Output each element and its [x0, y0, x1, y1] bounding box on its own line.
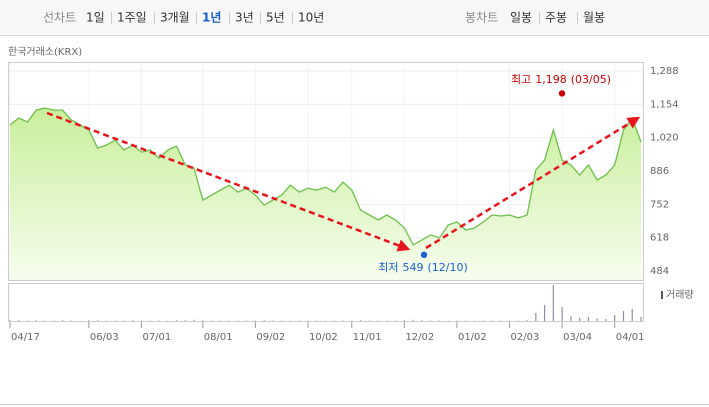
volume-bar [35, 320, 37, 321]
high-label: 최고 [511, 73, 531, 86]
volume-bar [184, 320, 186, 321]
volume-bar [561, 307, 563, 321]
high-date: (03/05) [571, 73, 611, 86]
volume-legend: 거래량 [666, 289, 694, 301]
volume-bar [631, 309, 633, 321]
volume-bar [132, 320, 134, 321]
volume-bar [587, 317, 590, 321]
candle-button[interactable]: 일봉 [510, 11, 532, 25]
volume-bar [605, 319, 607, 321]
candle-button[interactable]: 월봉 [583, 11, 605, 25]
x-tick-label: 11/01 [353, 332, 382, 343]
y-tick-label: 484 [650, 266, 669, 277]
x-tick-label: 08/01 [204, 332, 233, 343]
trend-arrow [425, 116, 641, 250]
price-line [9, 107, 642, 246]
low-label: 최저 549 (12/10) [378, 261, 468, 274]
plot-frame [8, 62, 644, 281]
chart-type-label: 선차트 [43, 11, 76, 25]
volume-bar [412, 319, 414, 321]
trend-arrow [46, 111, 411, 252]
volume-bar [421, 320, 423, 321]
volume-bar [543, 305, 546, 321]
y-tick-label: 886 [650, 166, 669, 177]
volume-bar [175, 320, 178, 321]
volume-bar [526, 320, 528, 321]
volume-bar [359, 320, 362, 321]
toolbar-items: 선차트 1일 1주일 3개월 1년 3년 5년 10년 봉차트 일봉 주봉 월봉 [43, 11, 605, 25]
y-tick-label: 1,154 [650, 99, 679, 110]
volume-frame [8, 283, 644, 322]
low-date: (12/10) [427, 261, 467, 274]
volume-bar [596, 318, 598, 321]
volume-bar [535, 313, 537, 321]
x-tick-label: 10/02 [309, 332, 338, 343]
x-tick-label: 09/02 [256, 332, 285, 343]
volume-bar [202, 320, 204, 321]
x-tick-label: 03/04 [563, 332, 592, 343]
x-tick-label: 04/17 [11, 332, 40, 343]
volume-bar [622, 311, 625, 321]
y-tick-label: 618 [650, 233, 669, 244]
volume-bar [9, 320, 11, 321]
x-tick-label: 01/02 [458, 332, 487, 343]
volume-bar [403, 320, 405, 321]
high-dot [558, 90, 566, 97]
period-button[interactable]: 1주일 [117, 11, 147, 25]
volume-legend-icon [661, 291, 663, 299]
volume-bar [193, 319, 195, 321]
low-label: 최저 [378, 261, 398, 274]
x-tick-label: 06/03 [90, 332, 119, 343]
period-button[interactable]: 3년 [235, 11, 254, 25]
y-tick-label: 1,020 [650, 133, 679, 144]
high-label: 최고 1,198 (03/05) [511, 73, 611, 86]
period-button[interactable]: 10년 [298, 11, 324, 25]
candle-button[interactable]: 주봉 [545, 11, 567, 25]
volume-bar [552, 285, 554, 321]
volume-bar [97, 320, 99, 321]
volume-bar [640, 317, 642, 321]
source-label: 한국거래소(KRX) [8, 46, 82, 58]
x-tick-label: 02/03 [511, 332, 540, 343]
chart-type-label: 봉차트 [465, 11, 498, 25]
plot: 484 618 752 886 1,020 1,154 1,288 04/17 06/03 07/… [9, 63, 679, 343]
period-button[interactable]: 1년 [202, 11, 221, 25]
y-tick-label: 1,288 [650, 66, 679, 77]
volume-bar [18, 320, 20, 321]
y-tick-label: 752 [650, 199, 669, 210]
volume-bar [614, 315, 616, 321]
volume-bar [570, 316, 572, 321]
x-tick-label: 04/01 [616, 332, 645, 343]
volume-bar [88, 320, 90, 321]
low-value-label: 549 [402, 261, 423, 274]
volume-bar [263, 320, 265, 321]
period-button[interactable]: 5년 [266, 11, 285, 25]
volume-bar [61, 320, 64, 321]
toolbar [0, 0, 709, 36]
area-fill [10, 108, 641, 280]
period-button[interactable]: 1일 [86, 11, 105, 25]
x-tick-label: 12/02 [405, 332, 434, 343]
volume-bar [579, 317, 581, 321]
high-value-label: 1,198 [535, 73, 567, 86]
period-button[interactable]: 3개월 [160, 11, 190, 25]
low-dot [420, 251, 428, 259]
x-tick-label: 07/01 [142, 332, 171, 343]
